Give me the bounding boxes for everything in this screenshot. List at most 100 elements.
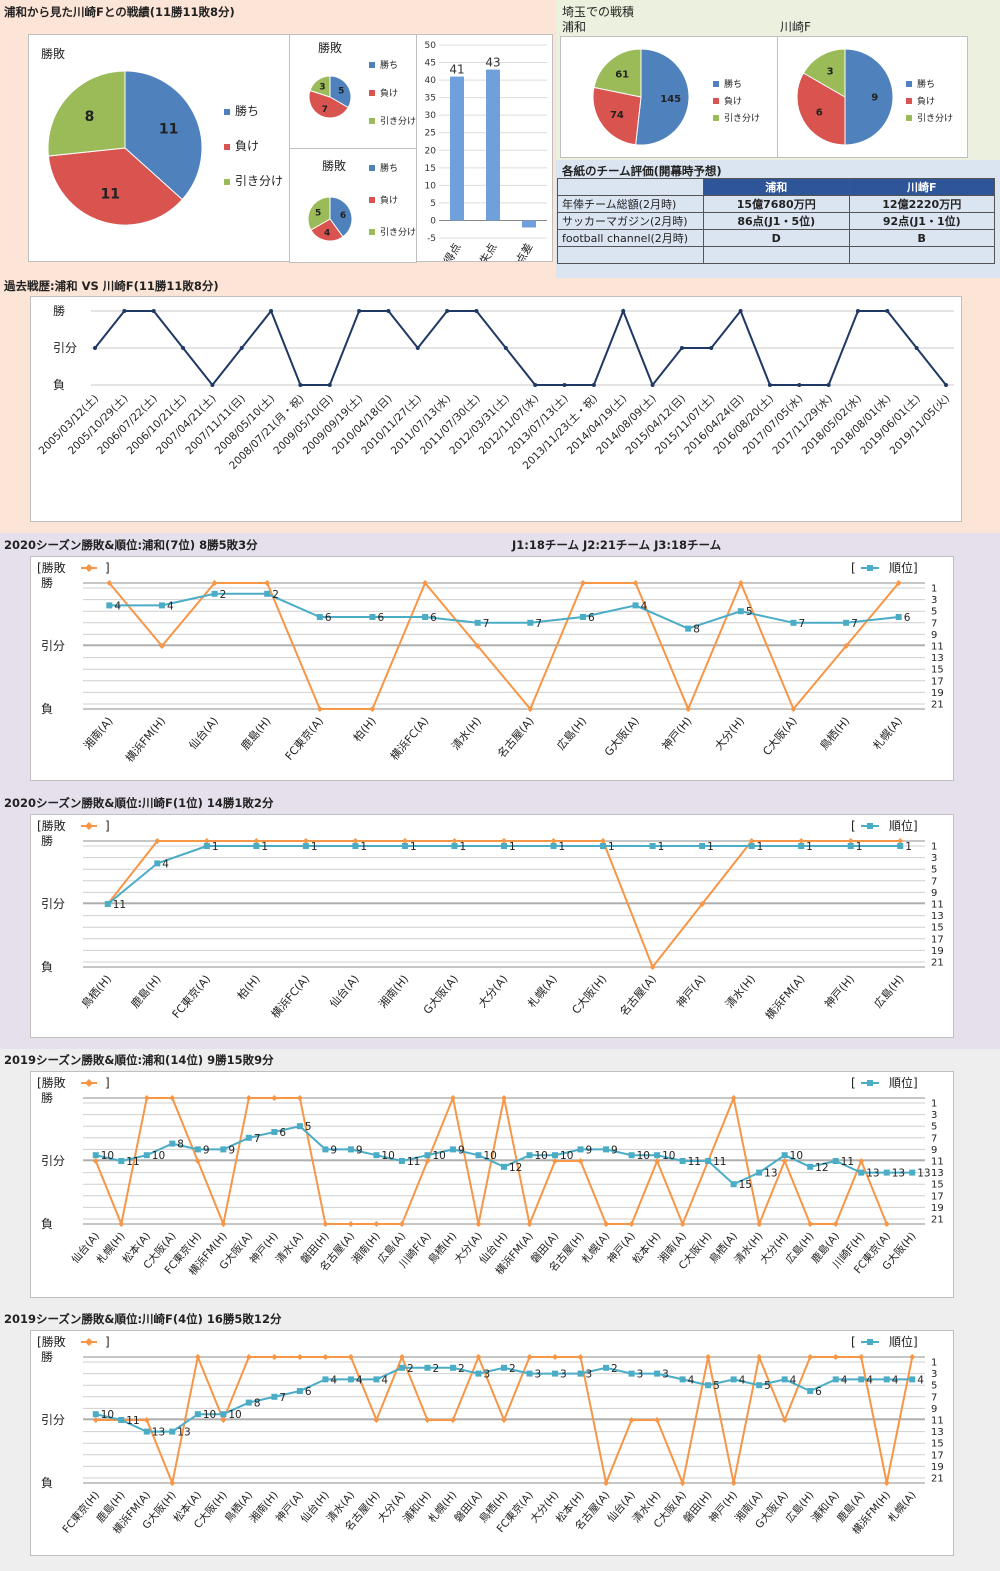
history-point — [269, 309, 274, 313]
y-right-tick-label: 19 — [931, 946, 944, 957]
rank-data-label: 11 — [841, 1156, 854, 1168]
rank-data-label: 5 — [746, 606, 753, 618]
rank-point — [424, 1364, 431, 1371]
x-tick-label: 清水(H) — [449, 715, 484, 753]
result-point — [858, 1354, 865, 1360]
rank-data-label: 5 — [764, 1380, 771, 1392]
rank-data-label: 4 — [114, 600, 121, 612]
result-point — [685, 706, 692, 712]
s2020-kawasaki-title: 2020シーズン勝敗&順位:川崎F(1位) 14勝1敗2分 — [4, 796, 274, 810]
rank-point — [169, 1140, 176, 1147]
x-tick-label: 札幌(A) — [885, 1489, 918, 1525]
result-point — [203, 838, 210, 844]
rank-data-label: 10 — [535, 1150, 548, 1162]
history-point — [357, 309, 362, 313]
y-right-tick-label: 15 — [931, 665, 944, 676]
x-tick-label: FC東京(A) — [169, 972, 213, 1021]
legend-rank-marker — [867, 823, 873, 829]
bar — [522, 220, 536, 228]
result-point — [790, 706, 797, 712]
result-point — [781, 1417, 788, 1423]
rank-data-label: 7 — [483, 618, 490, 630]
legend-label: 勝ち — [724, 78, 742, 90]
pie-data-label: 145 — [660, 94, 681, 105]
rank-point — [322, 1146, 329, 1153]
rank-data-label: 11 — [126, 1156, 139, 1168]
result-point — [679, 1221, 686, 1227]
rank-data-label: 8 — [177, 1139, 184, 1151]
rank-point — [654, 1152, 661, 1159]
legend-label: 引き分け — [235, 174, 283, 188]
evaluation-table: 浦和 川崎F 年俸チーム総額(2月時) 15億7680万円 12億2220万円 … — [557, 178, 995, 264]
history-point — [445, 309, 450, 313]
x-tick-label: 広島(H) — [554, 714, 590, 753]
history-point — [826, 383, 831, 387]
rank-data-label: 4 — [917, 1374, 924, 1386]
result-point — [550, 838, 557, 844]
y-left-tick-label: 引分 — [41, 1413, 65, 1427]
rank-point — [422, 614, 429, 620]
rank-point — [501, 1364, 507, 1371]
result-series-line — [108, 580, 900, 712]
y-left-tick-label: 勝 — [41, 833, 53, 848]
history-point — [767, 383, 772, 387]
x-tick-label: 仙台(A) — [326, 972, 361, 1010]
rank-point — [832, 1158, 839, 1164]
pie-data-label: 5 — [338, 87, 344, 97]
evaluation-row — [557, 246, 995, 264]
rank-data-label: 8 — [693, 624, 700, 636]
rank-point — [271, 1393, 278, 1400]
x-tick-label: 神戸(H) — [821, 972, 857, 1011]
history-point — [503, 346, 508, 350]
rank-point — [847, 843, 854, 849]
rank-data-label: 6 — [815, 1386, 822, 1398]
result-point — [296, 1354, 303, 1360]
rank-data-label: 6 — [279, 1127, 286, 1139]
rank-data-label: 2 — [272, 589, 279, 601]
s2020-kawasaki-panel: [勝敗][順位] 1 3 5 7 9 11 13 15 17 19 21 勝引分負 11 4 1 1 1 1 1 1 1 1… — [30, 814, 954, 1038]
history-point — [562, 383, 567, 387]
rank-point — [424, 1152, 431, 1159]
legend-label: 勝ち — [380, 59, 398, 71]
history-point — [415, 346, 420, 350]
rank-point — [526, 1370, 533, 1377]
result-point — [679, 1480, 686, 1486]
x-tick-label: 得点 — [441, 241, 463, 261]
rank-point — [781, 1376, 788, 1383]
x-tick-label: 鹿島(H) — [128, 972, 164, 1011]
legend-rank-marker — [867, 1080, 873, 1086]
legend-bracket: [ — [851, 561, 856, 575]
result-point — [883, 1480, 890, 1486]
result-point — [424, 1158, 431, 1164]
evaluation-row-label: サッカーマガジン(2月時) — [557, 212, 704, 230]
result-point — [737, 580, 744, 586]
rank-point — [895, 614, 902, 620]
y-right-tick-label: 7 — [931, 876, 937, 887]
y-right-tick-label: 1 — [931, 584, 937, 595]
rank-data-label: 4 — [841, 1374, 848, 1386]
small-pie1-title: 勝敗 — [318, 41, 343, 55]
legend-swatch — [713, 98, 719, 104]
rank-data-label: 6 — [430, 612, 437, 624]
rank-series-line — [107, 845, 901, 905]
rank-point — [203, 843, 210, 849]
pie-data-label: 74 — [610, 110, 624, 121]
rank-data-label: 7 — [279, 1392, 286, 1404]
legend-swatch — [713, 81, 719, 87]
rank-point — [449, 1146, 456, 1153]
x-tick-label: 鹿島(H) — [238, 714, 274, 753]
rank-data-label: 13 — [152, 1427, 165, 1439]
result-point — [424, 1417, 431, 1423]
rank-point — [369, 614, 376, 620]
result-point — [798, 838, 805, 844]
rank-point — [843, 619, 850, 626]
rank-data-label: 4 — [356, 1374, 363, 1386]
result-point — [398, 1221, 405, 1227]
history-line-chart: 勝引分負2005/03/12(土)2005/10/29(土)2006/07/22… — [36, 303, 954, 472]
rank-data-label: 1 — [212, 841, 219, 853]
evaluation-kawasaki-value: 12億2220万円 — [848, 195, 995, 213]
rank-point — [832, 1376, 839, 1383]
